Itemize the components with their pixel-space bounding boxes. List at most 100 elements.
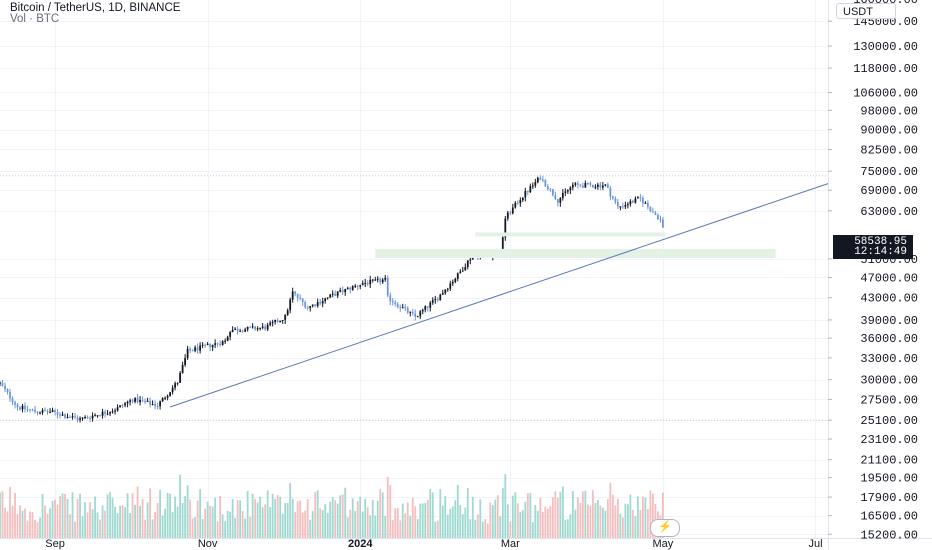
candle xyxy=(81,417,84,421)
candle xyxy=(516,200,519,205)
candle-body xyxy=(89,417,91,419)
volume-bar xyxy=(304,510,307,538)
candle-body xyxy=(121,405,124,407)
y-tick-label: 23100.00 xyxy=(860,433,918,447)
candle-body xyxy=(319,302,322,304)
volume-bar xyxy=(19,505,21,538)
candle xyxy=(139,396,141,406)
candle-body xyxy=(339,290,342,292)
volume-bar xyxy=(386,476,389,538)
candle-body xyxy=(509,212,512,214)
candle-body xyxy=(646,202,649,207)
candle-body xyxy=(519,200,522,204)
candle-body xyxy=(219,343,222,346)
candle-body xyxy=(384,277,387,280)
candle xyxy=(644,201,647,204)
candle xyxy=(324,297,327,304)
candle-body xyxy=(359,285,362,287)
volume-bar xyxy=(96,512,99,538)
volume-bar xyxy=(326,512,329,538)
x-tick-label: Nov xyxy=(198,538,218,550)
volume-bar xyxy=(339,495,342,538)
candle xyxy=(271,319,274,327)
currency-badge[interactable]: USDT xyxy=(836,3,896,19)
auto-scale-icon[interactable]: ⚡ xyxy=(650,519,680,537)
candle xyxy=(609,185,612,201)
candle-body xyxy=(11,398,14,403)
candle-body xyxy=(184,357,187,366)
candle xyxy=(279,320,282,323)
volume-bar xyxy=(444,496,447,538)
candle-body xyxy=(391,301,394,303)
candle-body xyxy=(109,412,111,414)
volume-bar xyxy=(329,501,332,538)
volume-bar xyxy=(579,502,582,538)
candle-body xyxy=(116,407,119,411)
candle xyxy=(254,326,257,331)
candle-body xyxy=(466,260,469,267)
candle-body xyxy=(314,304,317,306)
candle xyxy=(439,293,442,301)
candle xyxy=(369,275,372,289)
candle xyxy=(384,274,387,282)
candle-body xyxy=(439,294,442,301)
y-tick-label: 36000.00 xyxy=(860,332,918,346)
candle xyxy=(589,181,592,187)
candle xyxy=(161,397,164,402)
candle xyxy=(304,300,307,310)
candle-body xyxy=(241,330,244,332)
volume-bar xyxy=(561,486,564,538)
candle-body xyxy=(449,283,452,289)
candle xyxy=(546,184,549,191)
support-zone xyxy=(375,248,776,259)
candle-body xyxy=(604,184,607,186)
candle-body xyxy=(324,298,327,302)
volume-bar xyxy=(596,500,599,538)
candle xyxy=(79,416,81,423)
candle-body xyxy=(554,195,557,200)
candle-body xyxy=(561,192,564,199)
candle-body xyxy=(144,400,146,402)
candle xyxy=(89,415,91,423)
volume-bar xyxy=(521,510,524,538)
candle-body xyxy=(6,389,9,393)
candle xyxy=(244,327,247,332)
candle-body xyxy=(354,285,357,287)
volume-bar xyxy=(399,520,402,538)
volume-bar xyxy=(591,490,594,538)
candle xyxy=(406,306,409,315)
candle xyxy=(264,324,267,331)
candle xyxy=(184,354,187,367)
volume-bar xyxy=(584,490,587,538)
last-price-tag: 58538.95 12:14:49 xyxy=(833,235,913,259)
volume-bar xyxy=(361,511,364,538)
candle xyxy=(49,408,51,414)
candle-body xyxy=(429,302,432,308)
candle-body xyxy=(194,347,197,351)
volume-bar xyxy=(69,514,71,538)
volume-bar xyxy=(111,497,114,538)
volume-bar xyxy=(16,513,19,538)
volume-bar xyxy=(454,500,457,538)
candle-body xyxy=(91,415,94,419)
volume-bar xyxy=(624,503,627,538)
candle-body xyxy=(281,320,284,322)
symbol-title[interactable]: Bitcoin / TetherUS, 1D, BINANCE xyxy=(10,2,181,14)
volume-bar xyxy=(134,504,136,538)
volume-bar xyxy=(614,505,617,538)
candle xyxy=(286,308,289,316)
candle xyxy=(641,195,644,207)
candle xyxy=(399,304,402,312)
candle xyxy=(171,385,174,395)
candle-body xyxy=(524,191,527,198)
candle xyxy=(511,203,514,215)
candle-body xyxy=(101,411,104,416)
volume-bar xyxy=(481,521,484,538)
candle-body xyxy=(564,191,567,193)
candle-body xyxy=(179,372,182,383)
volume-bar xyxy=(401,503,404,538)
candle-body xyxy=(586,182,589,184)
candle xyxy=(311,304,314,308)
candle-body xyxy=(56,412,59,415)
